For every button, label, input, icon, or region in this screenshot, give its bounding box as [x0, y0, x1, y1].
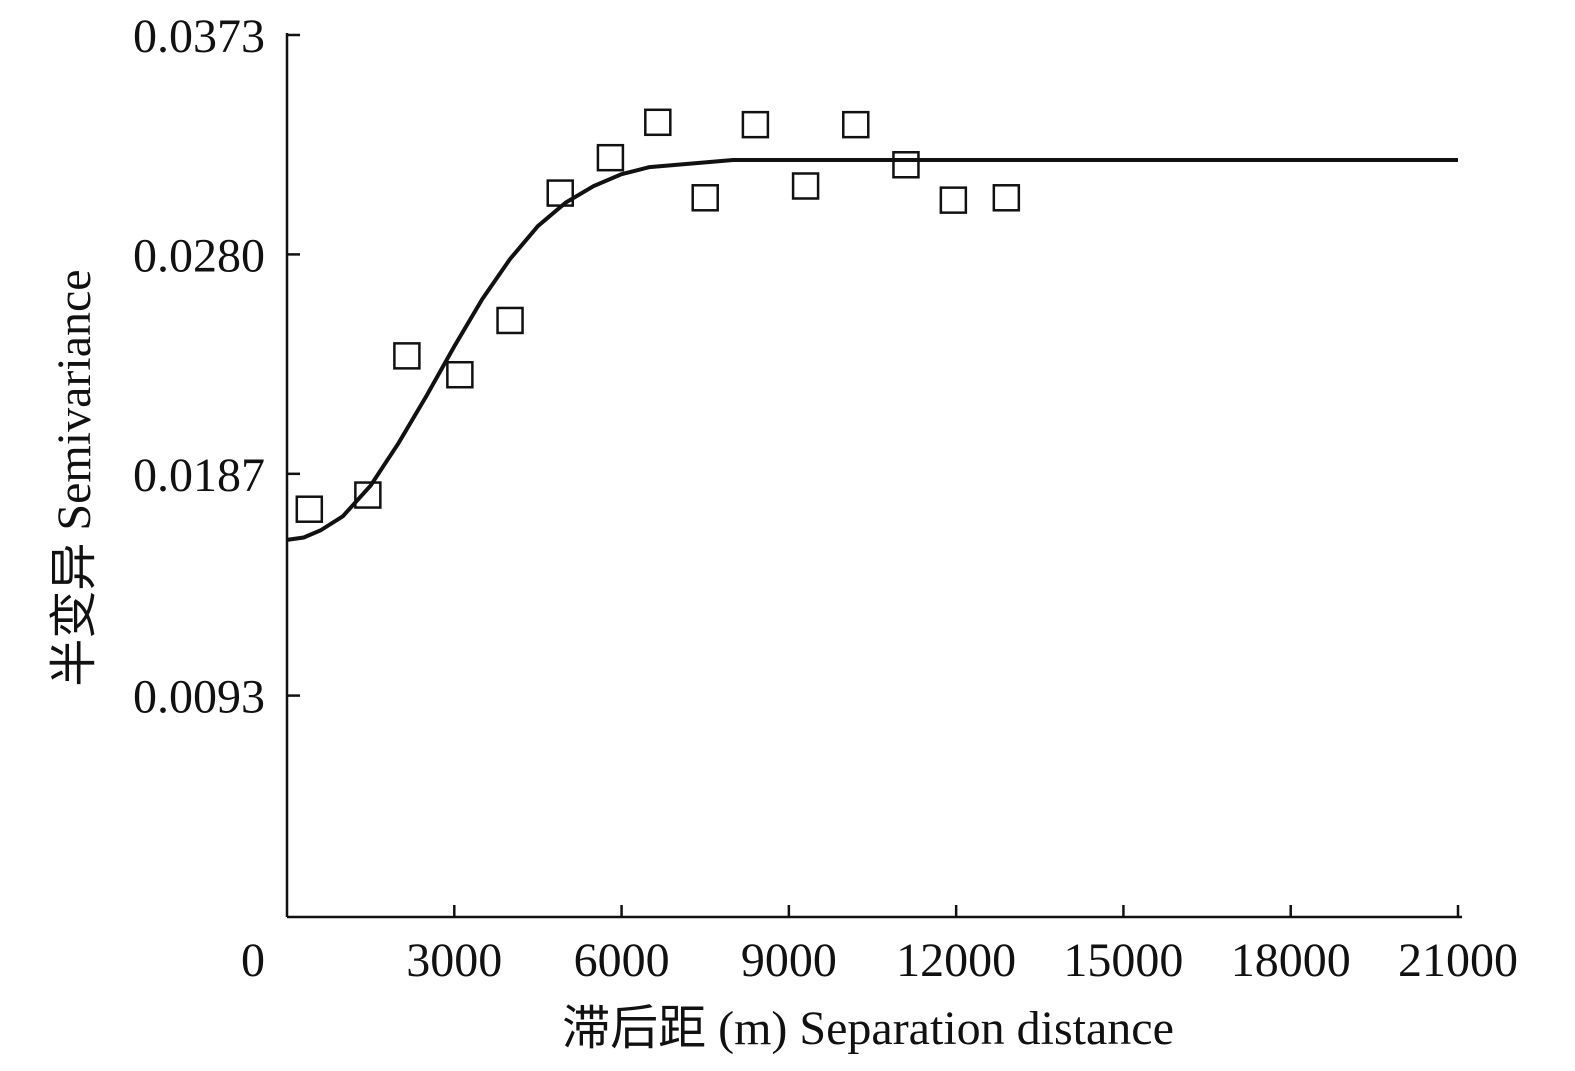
axis-ticks: 0 3000 6000 9000 12000 15000 18000 21000 0.0093 0…	[133, 10, 1518, 987]
x-tick-label: 6000	[574, 934, 670, 987]
data-point-marker	[393, 342, 421, 370]
x-tick-label: 3000	[406, 934, 502, 987]
x-tick-label: 9000	[741, 934, 837, 987]
fitted-model-layer	[286, 158, 1458, 542]
data-point-marker	[644, 108, 672, 137]
fitted-model-curve	[286, 158, 1458, 542]
data-point-marker	[596, 143, 625, 172]
data-point-marker	[354, 481, 382, 509]
data-point-marker	[691, 184, 719, 212]
data-point-marker	[892, 151, 920, 179]
y-tick-label: 0.0373	[133, 10, 265, 63]
x-tick-label: 15000	[1063, 934, 1183, 987]
observed-points-layer	[295, 108, 1021, 523]
x-tick-label: 18000	[1231, 934, 1351, 987]
y-tick-label: 0.0187	[133, 449, 265, 502]
x-tick-label: 12000	[896, 934, 1016, 987]
data-point-marker	[446, 360, 474, 389]
y-axis-title: 半变异 Semivariance	[48, 269, 101, 686]
data-point-marker	[992, 184, 1021, 212]
data-point-marker	[496, 306, 524, 335]
y-tick-label: 0.0093	[133, 671, 265, 724]
data-point-marker	[791, 172, 820, 200]
data-point-marker	[842, 110, 870, 139]
x-tick-label: 0	[241, 934, 265, 987]
data-point-marker	[939, 186, 968, 214]
data-point-marker	[546, 179, 574, 207]
x-tick-label: 21000	[1398, 934, 1518, 987]
y-tick-label: 0.0280	[133, 229, 265, 282]
x-axis-title: 滞后距 (m) Separation distance	[562, 1002, 1174, 1055]
data-point-marker	[741, 110, 770, 139]
data-point-marker	[295, 495, 324, 523]
